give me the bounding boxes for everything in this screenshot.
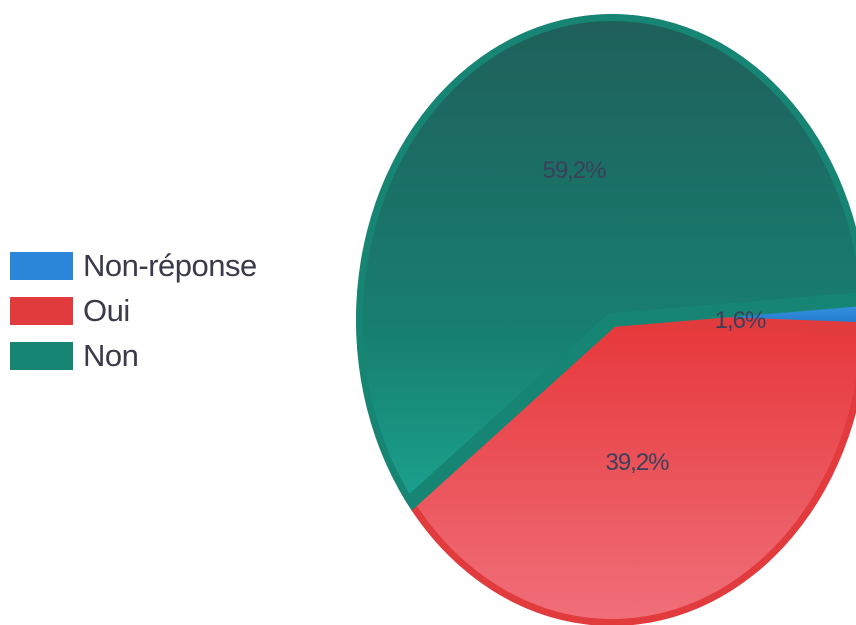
- pie-slices: [356, 14, 856, 625]
- legend-label-non: Non: [83, 337, 139, 373]
- chart-legend: Non-réponse Oui Non: [10, 243, 280, 378]
- legend-swatch-non-reponse: [10, 251, 73, 280]
- legend-item-non: Non: [10, 333, 280, 378]
- slice-value-label-non: 59,2%: [542, 157, 606, 184]
- legend-swatch-non: [10, 341, 73, 370]
- pie-slice-non: [356, 14, 856, 512]
- legend-swatch-oui: [10, 296, 73, 325]
- slice-value-label-oui: 39,2%: [605, 449, 669, 476]
- pie-value-labels: 1,6% 39,2% 59,2%: [542, 157, 767, 476]
- slice-value-label-non-reponse: 1,6%: [715, 307, 766, 334]
- legend-item-non-reponse: Non-réponse: [10, 243, 280, 288]
- legend-item-oui: Oui: [10, 288, 280, 333]
- legend-label-oui: Oui: [83, 292, 130, 328]
- legend-label-non-reponse: Non-réponse: [83, 247, 257, 283]
